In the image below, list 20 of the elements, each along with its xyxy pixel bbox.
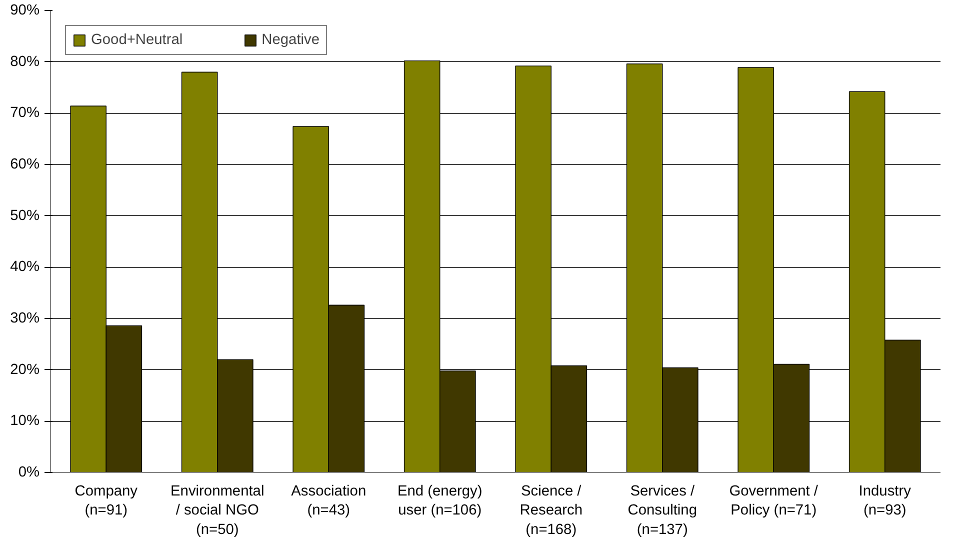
y-tick-label: 40%: [10, 259, 40, 276]
y-tick-label: 30%: [10, 310, 40, 326]
y-tick-label: 70%: [10, 105, 40, 122]
x-tick-label: Services / Consulting (n=137): [628, 484, 698, 538]
y-tick-label: 60%: [10, 156, 40, 172]
x-tick-label: Government / Policy (n=71): [729, 484, 819, 519]
x-tick-label: Science / Research (n=168): [520, 484, 582, 538]
legend-label: Good+Neutral: [91, 32, 183, 48]
y-tick-label: 20%: [10, 362, 40, 378]
y-tick-label: 50%: [10, 208, 40, 224]
y-tick-label: 80%: [10, 54, 40, 70]
y-tick-label: 10%: [10, 413, 40, 430]
y-tick-label: 0%: [18, 464, 40, 480]
y-tick-label: 90%: [10, 2, 40, 18]
x-tick-label: Association (n=43): [291, 484, 366, 519]
x-tick-label: End (energy) user (n=106): [398, 484, 482, 519]
x-tick-label: Company (n=91): [74, 484, 138, 519]
x-tick-label: Industry (n=93): [858, 484, 912, 519]
legend-label: Negative: [262, 32, 320, 48]
x-tick-label: Environmental / social NGO (n=50): [170, 484, 264, 538]
